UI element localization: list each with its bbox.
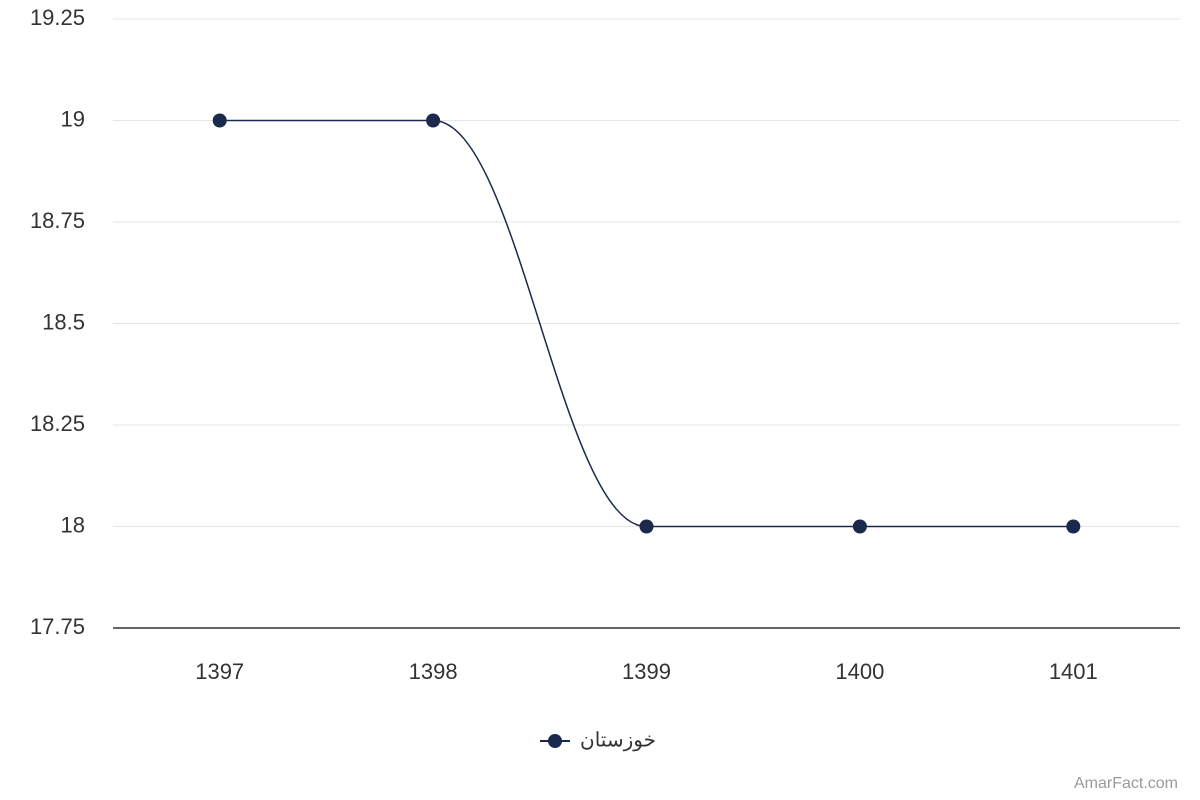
y-tick-label: 18.25 — [30, 411, 85, 436]
legend-label: خوزستان — [580, 729, 656, 751]
y-tick-label: 18.5 — [42, 309, 85, 334]
x-tick-label: 1398 — [409, 659, 458, 684]
y-tick-label: 18 — [61, 512, 85, 537]
credit[interactable]: AmarFact.com — [1074, 775, 1178, 792]
line — [219, 119, 1074, 528]
x-tick-label: 1400 — [835, 659, 884, 684]
marker — [212, 113, 227, 128]
x-tick-label: 1399 — [622, 659, 671, 684]
x-tick-label: 1397 — [195, 659, 244, 684]
legend-symbol — [548, 734, 562, 748]
y-tick-label: 17.75 — [30, 614, 85, 639]
y-tick-label: 19.25 — [30, 5, 85, 30]
legend-item[interactable]: خوزستان — [540, 729, 656, 751]
marker — [426, 113, 441, 128]
marker — [639, 519, 654, 534]
marker — [852, 519, 867, 534]
x-tick-label: 1401 — [1049, 659, 1098, 684]
y-tick-label: 19 — [61, 106, 85, 131]
y-tick-label: 18.75 — [30, 208, 85, 233]
marker — [1066, 519, 1081, 534]
